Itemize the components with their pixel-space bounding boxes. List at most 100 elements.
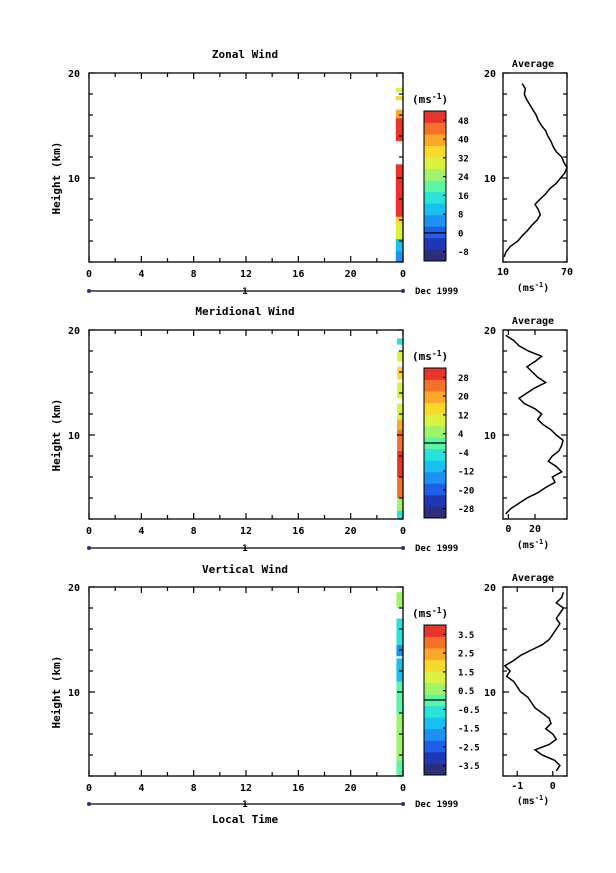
- colorbar-swatch: [424, 237, 446, 250]
- heatmap-zonal: [395, 87, 403, 262]
- heatmap-cell: [397, 403, 403, 420]
- heatmap-cell: [396, 713, 403, 761]
- date-label-meridional: Dec 1999: [415, 544, 458, 554]
- colorbar-tick-label: -28: [458, 505, 474, 515]
- avg-y-tick-label: 20: [484, 326, 496, 337]
- x-tick-label: 12: [240, 783, 252, 794]
- x-tick-label: 16: [292, 269, 304, 280]
- colorbar-tick-label: -3.5: [458, 762, 480, 772]
- colorbar-swatch: [424, 134, 446, 147]
- x-tick-label: 20: [345, 783, 357, 794]
- avg-x-tick-label: -1: [511, 781, 523, 792]
- axes-vertical: 0 4 8 12 16 20 0 10 20: [68, 583, 406, 794]
- title-vertical: Vertical Wind: [202, 563, 288, 576]
- x-tick-label: 20: [345, 526, 357, 537]
- avg-title-zonal: Average: [512, 59, 554, 70]
- x-tick-label: 0: [86, 783, 92, 794]
- heatmap-frame-meridional: [88, 329, 404, 520]
- avg-y-tick-label: 10: [484, 174, 496, 185]
- title-meridional: Meridional Wind: [195, 305, 294, 318]
- avg-y-tick-label: 10: [484, 688, 496, 699]
- colorbar-swatch: [424, 157, 446, 170]
- ylabel-vertical: Height (km): [50, 656, 63, 729]
- timeline-label-zonal: 1: [242, 287, 247, 297]
- x-tick-label: 4: [138, 269, 144, 280]
- avg-xlabel-vertical: (ms-1): [517, 794, 550, 807]
- timeline-end-marker: [401, 546, 405, 550]
- average-profile-zonal: 10 20 10 70: [484, 69, 573, 278]
- avg-x-tick-label: 0: [550, 781, 556, 792]
- colorbar-tick-label: -20: [458, 486, 474, 496]
- ylabel-zonal: Height (km): [50, 142, 63, 215]
- colorbar-vertical: 3.5 2.5 1.5 0.5 -0.5 -1.5 -2.5 -3.5: [423, 624, 480, 776]
- colorbar-tick-label: 28: [458, 374, 469, 384]
- colorbar-tick-label: 48: [458, 117, 469, 127]
- average-profile-meridional: 10 20 0 20: [484, 326, 567, 535]
- colorbar-swatch: [424, 483, 446, 496]
- cbar-unit-zonal: (ms-1): [412, 92, 448, 106]
- colorbar-tick-label: -1.5: [458, 725, 480, 735]
- colorbar-swatch: [424, 506, 446, 519]
- heatmap-cell: [397, 450, 403, 477]
- timeline-end-marker: [401, 802, 405, 806]
- avg-x-tick-label: 20: [529, 524, 541, 535]
- colorbar-tick-label: 32: [458, 154, 469, 164]
- colorbar-swatch: [424, 659, 446, 672]
- colorbar-tick-label: 3.5: [458, 631, 474, 641]
- colorbar-tick-label: 4: [458, 430, 464, 440]
- avg-xlabel-zonal: (ms-1): [517, 281, 550, 294]
- colorbar-swatch: [424, 379, 446, 392]
- timeline-start-marker: [87, 289, 91, 293]
- colorbar-tick-label: 40: [458, 136, 469, 146]
- avg-y-tick-label: 20: [484, 583, 496, 594]
- x-tick-label: 16: [292, 526, 304, 537]
- colorbar-swatch: [424, 763, 446, 776]
- y-tick-label: 20: [68, 583, 80, 594]
- colorbar-swatch: [424, 111, 446, 123]
- colorbar-zonal: 48 40 32 24 16 8 0 -8: [423, 110, 469, 262]
- colorbar-swatch: [424, 391, 446, 404]
- title-zonal: Zonal Wind: [212, 48, 278, 61]
- heatmap-cell: [395, 216, 403, 226]
- x-axis-label: Local Time: [212, 813, 279, 826]
- avg-x-tick-label: 70: [561, 267, 573, 278]
- y-tick-label: 10: [68, 174, 80, 185]
- colorbar-tick-label: -12: [458, 468, 474, 478]
- x-tick-label: 0: [86, 269, 92, 280]
- avg-frame-meridional: [502, 329, 568, 520]
- colorbar-swatch: [424, 717, 446, 730]
- x-tick-label: 4: [138, 526, 144, 537]
- colorbar-tick-label: 20: [458, 393, 469, 403]
- colorbar-tick-label: 12: [458, 411, 469, 421]
- colorbar-swatch: [424, 636, 446, 649]
- heatmap-cell: [395, 238, 403, 252]
- colorbar-meridional: 28 20 12 4 -4 -12 -20 -28: [423, 367, 474, 519]
- x-tick-label: 16: [292, 783, 304, 794]
- heatmap-frame-zonal: [88, 72, 404, 263]
- axes-zonal: 0 4 8 12 16 20 0 10 20: [68, 69, 406, 280]
- panel-meridional: Meridional Wind Height (km) 0 4 8 12 16 20 010…: [50, 305, 568, 554]
- avg-y-tick-label: 10: [484, 431, 496, 442]
- colorbar-swatch: [424, 249, 446, 262]
- colorbar-swatch: [424, 145, 446, 158]
- heatmap-cell: [397, 351, 403, 362]
- avg-y-tick-label: 20: [484, 69, 496, 80]
- avg-x-tick-label: 0: [505, 524, 511, 535]
- colorbar-swatch: [424, 203, 446, 216]
- x-tick-label: 0: [86, 526, 92, 537]
- colorbar-swatch: [424, 625, 446, 637]
- heatmap-cell: [395, 225, 403, 239]
- average-profile-vertical: 10 20 -1 0: [484, 583, 567, 792]
- heatmap-cell: [397, 498, 403, 511]
- timeline-start-marker: [87, 802, 91, 806]
- avg-frame-vertical: [502, 586, 568, 777]
- colorbar-tick-label: 16: [458, 192, 469, 202]
- y-tick-label: 20: [68, 326, 80, 337]
- timeline-label-vertical: 1: [242, 800, 247, 810]
- y-tick-label: 10: [68, 688, 80, 699]
- avg-title-vertical: Average: [512, 573, 554, 584]
- colorbar-swatch: [424, 682, 446, 695]
- x-tick-label: 12: [240, 269, 252, 280]
- x-tick-label: 20: [345, 269, 357, 280]
